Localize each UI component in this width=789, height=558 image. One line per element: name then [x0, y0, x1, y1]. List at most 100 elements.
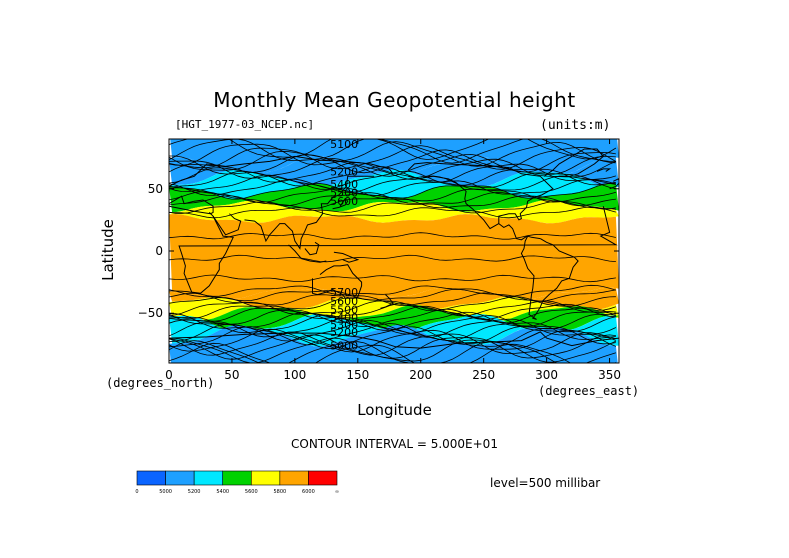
- contour-line: [169, 308, 616, 328]
- colorbar-swatch: [193, 470, 224, 486]
- coastline: [212, 213, 242, 236]
- colorbar-label: 5800: [273, 489, 286, 495]
- contour-line: [169, 340, 617, 363]
- coastline: [609, 178, 619, 190]
- x-tick-label: 100: [283, 368, 306, 382]
- contour-label: 5200: [330, 165, 358, 178]
- coastline: [543, 148, 605, 177]
- contour-line: [169, 284, 617, 297]
- y-tick-label: −50: [138, 306, 163, 320]
- x-tick-label: 200: [409, 368, 432, 382]
- coastline: [408, 175, 500, 230]
- coastline: [596, 168, 612, 172]
- coastline: [169, 195, 214, 215]
- coastline: [304, 241, 320, 256]
- coastlines: [169, 148, 619, 349]
- contour-line: [169, 337, 617, 363]
- contour-line: [169, 139, 617, 160]
- coastline: [169, 331, 619, 349]
- colorbar-swatch: [165, 470, 195, 486]
- contour-line: [169, 206, 617, 219]
- color-band: [169, 296, 619, 322]
- contour-line: [169, 328, 617, 353]
- colorbar-label: 0: [135, 489, 138, 495]
- contour-line: [169, 331, 617, 356]
- x-tick-label: 350: [598, 368, 621, 382]
- x-axis-title: Longitude: [357, 401, 432, 419]
- colorbar-label: 5600: [245, 489, 258, 495]
- contour-line: [169, 274, 616, 283]
- contour-label: 5400: [330, 311, 358, 324]
- x-tick-label: 250: [472, 368, 495, 382]
- contour-label: 5600: [330, 195, 358, 208]
- x-tick-label: 150: [346, 368, 369, 382]
- colorbar-swatch: [279, 470, 309, 486]
- contour-line: [169, 191, 616, 207]
- color-band: [170, 139, 619, 178]
- axis-ticks: 0 50 100 150 200 250 300 350 −50 0 50: [138, 139, 621, 382]
- contour-line: [169, 303, 616, 320]
- coastline: [332, 197, 349, 210]
- contour-line: [169, 141, 616, 167]
- contour-labels: 5100520054005500560057005600550054005300…: [330, 138, 358, 353]
- colorbar-label: 6000: [302, 489, 315, 495]
- x-tick-label: 50: [224, 368, 239, 382]
- units-label: (units:m): [540, 118, 611, 133]
- contour-lines: [169, 139, 617, 363]
- level-label: level=500 millibar: [490, 476, 601, 490]
- contour-line: [169, 305, 617, 324]
- contour-line: [169, 145, 617, 170]
- coastline: [333, 251, 360, 263]
- coastline: [312, 264, 363, 299]
- colorbar-label: ∞: [335, 489, 339, 495]
- contour-line: [169, 232, 616, 240]
- colorbar-swatch: [136, 470, 166, 486]
- longitude-unit-label: (degrees_east): [538, 384, 640, 398]
- contour-line: [169, 314, 616, 335]
- colorbar-label: 5000: [159, 489, 172, 495]
- contour-line: [169, 178, 616, 196]
- file-name-label: [HGT_1977-03_NCEP.nc]: [175, 118, 315, 131]
- contour-line: [169, 195, 616, 210]
- contour-line: [169, 153, 616, 177]
- coastline: [244, 175, 375, 250]
- contour-label: 5200: [330, 326, 358, 339]
- contour-line: [169, 174, 617, 193]
- contour-line: [169, 149, 616, 174]
- colorbar-label: 5200: [188, 489, 201, 495]
- coastline: [407, 162, 554, 241]
- color-band: [169, 214, 619, 300]
- contour-line: [169, 254, 616, 263]
- coastline: [288, 244, 327, 263]
- y-tick-label: 0: [155, 244, 163, 258]
- contour-line: [169, 157, 617, 180]
- latitude-unit-label: (degrees_north): [106, 376, 215, 390]
- contour-label: 5400: [330, 178, 358, 191]
- contour-line: [169, 342, 617, 363]
- color-band: [169, 304, 619, 333]
- colorbar-swatch: [222, 470, 252, 486]
- contour-label: 5100: [330, 138, 358, 151]
- contour-label: 5600: [330, 295, 358, 308]
- contour-label: 5500: [330, 303, 358, 316]
- y-tick-label: 50: [148, 182, 163, 196]
- colorbar: 0 5000 5200 5400 5600 5800 6000 ∞: [135, 470, 339, 495]
- contour-interval-label: CONTOUR INTERVAL = 5.000E+01: [291, 437, 498, 451]
- contour-label: 5300: [330, 318, 358, 331]
- colorbar-swatch: [250, 470, 281, 486]
- colorbar-label: 5400: [216, 489, 229, 495]
- color-bands: [169, 139, 619, 363]
- contour-line: [169, 323, 616, 346]
- contour-label: 5700: [330, 286, 358, 299]
- x-tick-label: 0: [165, 368, 173, 382]
- coastline: [169, 155, 394, 187]
- colorbar-swatch: [308, 470, 338, 486]
- x-tick-label: 300: [535, 368, 558, 382]
- contour-line: [169, 326, 617, 349]
- chart-title: Monthly Mean Geopotential height: [213, 88, 576, 112]
- contour-label: 5500: [330, 187, 358, 200]
- coastline: [520, 235, 579, 320]
- contour-label: 5000: [330, 340, 358, 353]
- coastline: [178, 206, 618, 294]
